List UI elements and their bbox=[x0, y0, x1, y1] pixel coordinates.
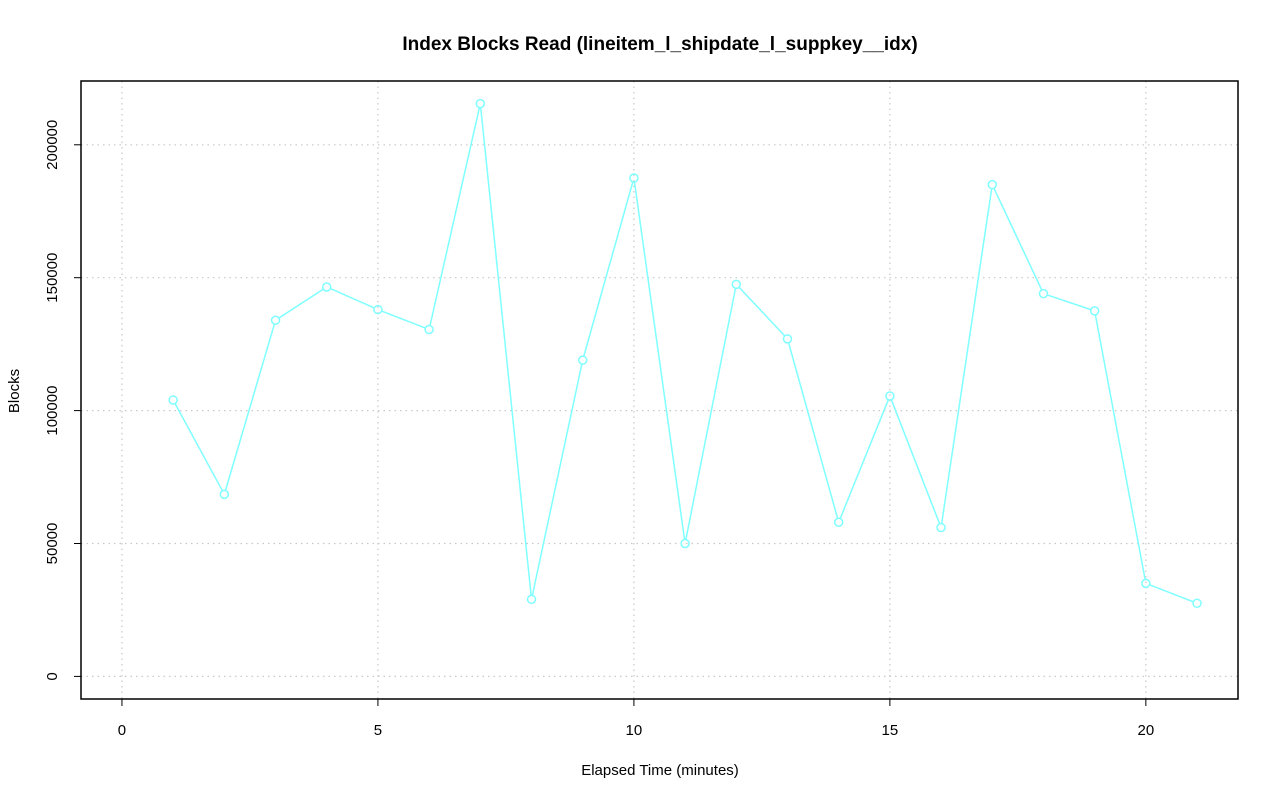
y-tick-label-1: 50000 bbox=[44, 523, 61, 565]
series-0-point-12 bbox=[782, 334, 793, 344]
x-tick-label-0: 0 bbox=[118, 722, 126, 739]
series-0-point-17 bbox=[1038, 288, 1049, 299]
series-0-point-6 bbox=[475, 98, 486, 109]
series-0-segment-3 bbox=[330, 287, 375, 309]
series-0-point-3 bbox=[321, 282, 332, 292]
series-0-segment-6 bbox=[479, 107, 532, 596]
series-0-point-10 bbox=[680, 538, 690, 549]
series-0-segment-9 bbox=[633, 181, 686, 540]
series-layer bbox=[168, 98, 1202, 609]
y-tick-label-2: 100000 bbox=[44, 386, 61, 436]
series-0-segment-19 bbox=[1149, 584, 1194, 603]
series-0-segment-14 bbox=[890, 399, 941, 525]
series-0-segment-4 bbox=[381, 310, 426, 329]
series-0-point-5 bbox=[424, 324, 434, 335]
series-0-segment-0 bbox=[174, 403, 224, 492]
series-0-segment-18 bbox=[1094, 314, 1146, 580]
series-0-point-14 bbox=[885, 391, 895, 401]
series-0-point-8 bbox=[577, 355, 588, 365]
series-0-segment-15 bbox=[940, 188, 993, 524]
series-0-point-15 bbox=[936, 522, 946, 533]
y-tick-label-4: 200000 bbox=[44, 120, 61, 170]
y-tick-label-3: 150000 bbox=[44, 253, 61, 303]
series-0-segment-8 bbox=[583, 181, 634, 357]
series-0-point-9 bbox=[629, 173, 639, 183]
series-0-segment-17 bbox=[1047, 294, 1092, 311]
series-0-point-2 bbox=[270, 315, 281, 325]
series-0-segment-7 bbox=[531, 363, 583, 596]
y-tick-label-0: 0 bbox=[44, 672, 61, 680]
series-0-point-16 bbox=[987, 179, 998, 190]
chart-title: Index Blocks Read (lineitem_l_shipdate_l… bbox=[402, 34, 917, 55]
series-0-point-13 bbox=[833, 517, 844, 527]
series-0-point-1 bbox=[219, 489, 230, 500]
x-tick-label-1: 5 bbox=[374, 722, 382, 739]
series-0-segment-12 bbox=[787, 342, 839, 519]
series-0-point-19 bbox=[1141, 578, 1151, 589]
x-axis: 0 5 10 15 20 bbox=[118, 698, 1155, 739]
series-0-segment-5 bbox=[429, 107, 481, 326]
series-0-point-11 bbox=[731, 279, 742, 290]
series-0-point-4 bbox=[373, 304, 383, 315]
series-0-segment-2 bbox=[278, 288, 324, 319]
x-axis-label: Elapsed Time (minutes) bbox=[581, 762, 739, 779]
series-0-segment-10 bbox=[685, 288, 737, 540]
series-0-segment-1 bbox=[224, 323, 276, 491]
y-axis: 0 50000 100000 150000 200000 bbox=[44, 120, 82, 681]
x-tick-label-3: 15 bbox=[882, 722, 899, 739]
y-axis-label: Blocks bbox=[6, 369, 23, 413]
grid bbox=[81, 81, 1238, 699]
series-0-point-7 bbox=[526, 594, 537, 605]
series-0-point-18 bbox=[1089, 306, 1100, 316]
series-0-segment-16 bbox=[993, 187, 1043, 291]
series-0-point-0 bbox=[168, 395, 178, 405]
series-0-segment-11 bbox=[738, 286, 786, 337]
series-0-segment-13 bbox=[839, 399, 890, 519]
x-tick-label-4: 20 bbox=[1138, 722, 1155, 739]
x-tick-label-2: 10 bbox=[626, 722, 643, 739]
series-0-point-20 bbox=[1192, 598, 1202, 609]
